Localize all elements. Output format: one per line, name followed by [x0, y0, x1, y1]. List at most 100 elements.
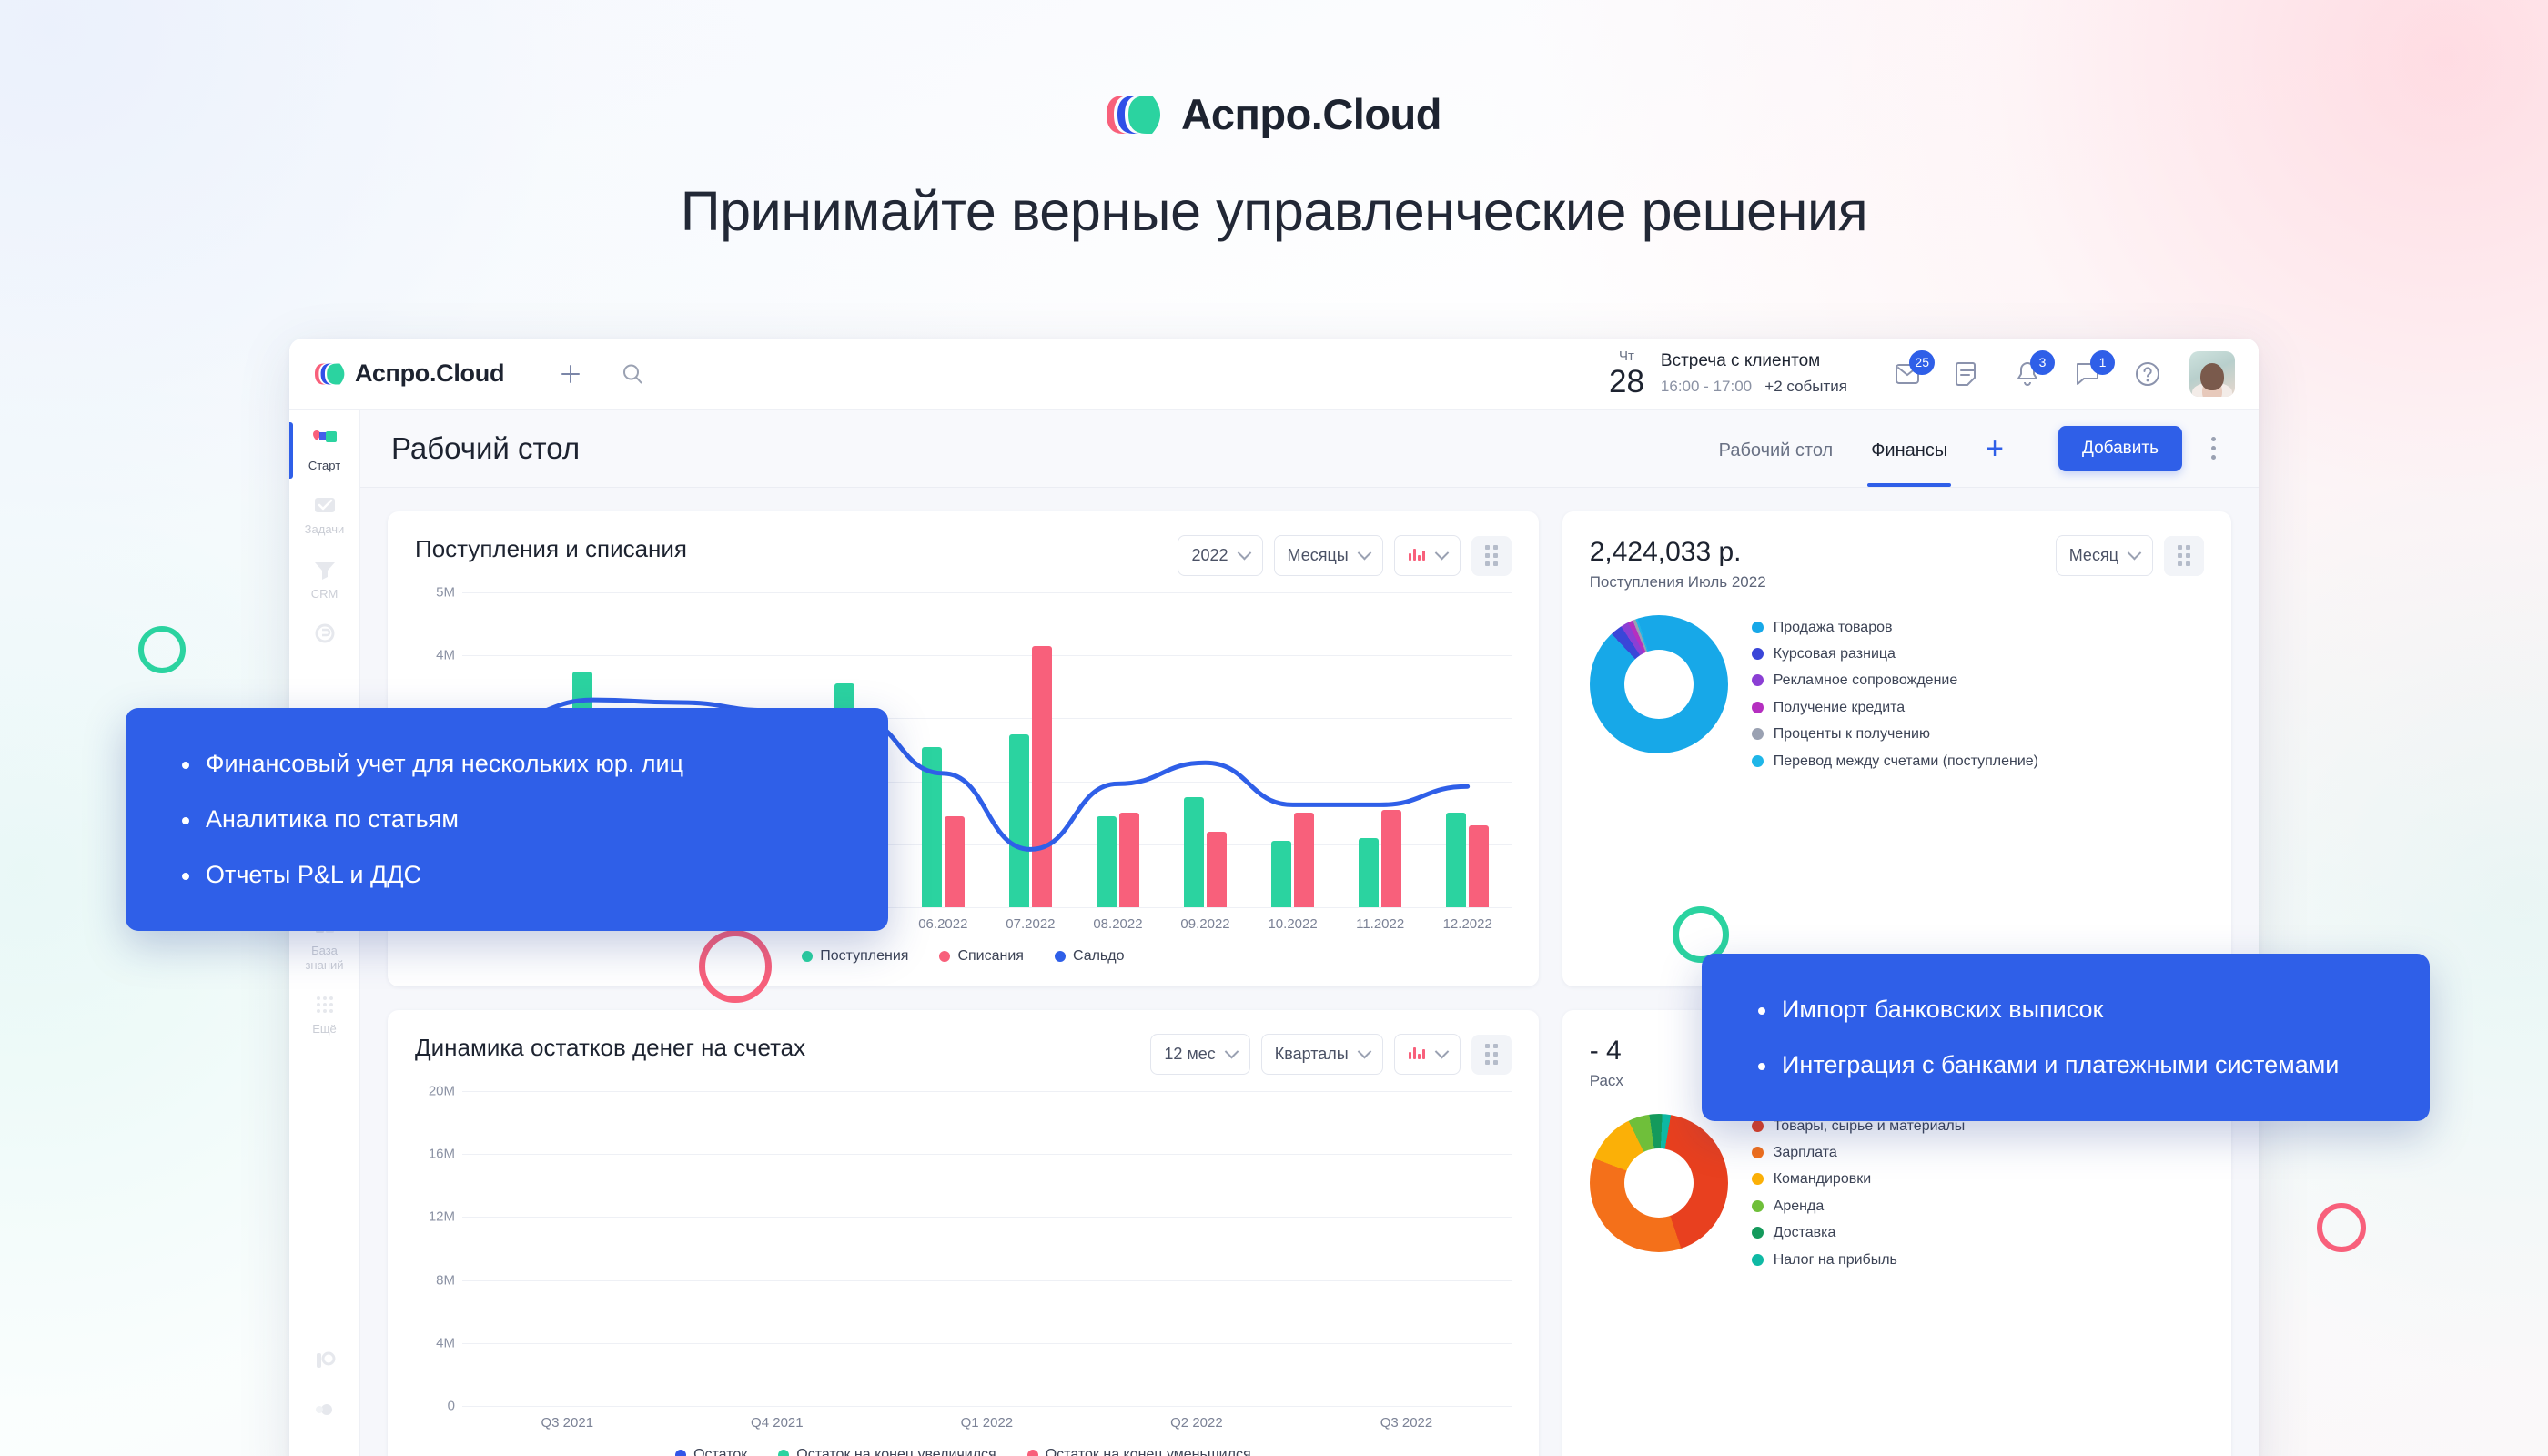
sidebar-item-profile[interactable] — [289, 1338, 359, 1387]
bar[interactable] — [1294, 813, 1315, 907]
notes-icon[interactable] — [1949, 356, 1986, 392]
bar-group[interactable] — [1074, 592, 1161, 907]
hero-section: Аспро.Cloud Принимайте верные управленче… — [0, 0, 2548, 243]
bar[interactable] — [944, 815, 965, 907]
legend-item[interactable]: Сальдо — [1054, 948, 1125, 965]
legend-item[interactable]: Перевод между счетами (поступление) — [1751, 753, 2038, 771]
sidebar-item-more[interactable]: Ещё — [289, 982, 359, 1046]
legend-item[interactable]: Продажа товаров — [1751, 619, 2038, 637]
bar-group[interactable] — [1162, 592, 1249, 907]
bar-group[interactable] — [986, 592, 1074, 907]
settings-icon — [293, 1398, 356, 1421]
bar[interactable] — [1271, 841, 1292, 907]
y-axis: 20M 16M 12M 8M 4M 0 — [415, 1084, 462, 1414]
legend-item[interactable]: Поступления — [802, 948, 908, 965]
y-tick-label: 12M — [428, 1208, 455, 1225]
sidebar-item-start[interactable]: Старт — [289, 419, 359, 482]
legend-item[interactable]: Получение кредита — [1751, 699, 2038, 717]
bar[interactable] — [1184, 796, 1205, 907]
range-select[interactable]: 12 мес — [1150, 1034, 1250, 1075]
legend-label: Налог на прибыль — [1773, 1251, 1897, 1268]
sidebar-item-money[interactable] — [289, 611, 359, 660]
bell-icon[interactable]: 3 — [2009, 349, 2055, 392]
chart-type-select[interactable] — [1393, 535, 1461, 576]
add-button[interactable]: Добавить — [2058, 425, 2182, 471]
period-select[interactable]: Месяц — [2055, 535, 2153, 576]
legend-swatch — [1054, 951, 1066, 962]
legend-item[interactable]: Аренда — [1751, 1198, 1966, 1216]
legend-item[interactable]: Командировки — [1751, 1170, 1966, 1188]
period-select[interactable]: Кварталы — [1260, 1034, 1383, 1075]
bar[interactable] — [1118, 813, 1139, 907]
legend-item[interactable]: Зарплата — [1751, 1144, 1966, 1162]
drag-handle-icon[interactable] — [2164, 535, 2204, 576]
add-tab-button[interactable]: + — [1986, 430, 2005, 466]
app-body: Старт Задачи CRM — [289, 410, 2259, 1456]
bar[interactable] — [1381, 809, 1402, 907]
drag-handle-icon[interactable] — [1471, 1034, 1512, 1075]
legend-item[interactable]: Остаток на конец уменьшился — [1026, 1447, 1251, 1456]
topbar-notification-icons: 25 3 1 — [1889, 349, 2166, 392]
legend-item[interactable]: Доставка — [1751, 1224, 1966, 1242]
legend-swatch — [1751, 674, 1764, 687]
bar-group[interactable] — [1092, 1091, 1302, 1406]
calendar-dow: Чт — [1619, 349, 1634, 364]
legend-item[interactable]: Рекламное сопровождение — [1751, 672, 2038, 690]
bar[interactable] — [1008, 733, 1029, 907]
drag-handle-icon[interactable] — [1471, 535, 1512, 576]
sidebar-item-settings[interactable] — [289, 1387, 359, 1436]
donut-row: Продажа товаров Курсовая разница Рекламное… — [1589, 614, 2204, 772]
more-options-icon[interactable] — [2200, 437, 2226, 460]
inbox-icon[interactable]: 25 — [1889, 349, 1935, 392]
card-balance-dynamics: Динамика остатков денег на счетах 12 мес… — [388, 1010, 1539, 1456]
chart-type-select[interactable] — [1393, 1034, 1461, 1075]
stacked-bar-series — [462, 1091, 1512, 1406]
sidebar-item-crm[interactable]: CRM — [289, 547, 359, 611]
y-tick-label: 20M — [428, 1083, 455, 1099]
legend-swatch — [1751, 647, 1764, 660]
period-select-value: Месяцы — [1287, 546, 1349, 564]
bar[interactable] — [1469, 825, 1490, 907]
bar[interactable] — [1096, 815, 1117, 907]
help-icon[interactable] — [2129, 356, 2166, 392]
calendar-widget[interactable]: Чт 28 Встреча с клиентом 16:00 - 17:00 +… — [1609, 349, 1847, 398]
bar-group[interactable] — [1424, 592, 1512, 907]
legend-item[interactable]: Остаток — [675, 1447, 747, 1456]
bar-group[interactable] — [899, 592, 986, 907]
bar[interactable] — [1207, 831, 1228, 907]
plot-area — [462, 1091, 1512, 1407]
legend-item[interactable]: Списания — [939, 948, 1024, 965]
period-select[interactable]: Месяцы — [1273, 535, 1383, 576]
bar[interactable] — [1359, 837, 1380, 907]
legend-item[interactable]: Налог на прибыль — [1751, 1251, 1966, 1269]
bar-group[interactable] — [882, 1091, 1092, 1406]
plus-icon[interactable] — [555, 359, 586, 389]
bar-group[interactable] — [462, 1091, 672, 1406]
income-donut-chart[interactable] — [1589, 614, 1728, 753]
tab-finances[interactable]: Финансы — [1867, 410, 1952, 487]
legend-item[interactable]: Товары, сырье и материалы — [1751, 1117, 1965, 1136]
bar-group[interactable] — [1301, 1091, 1512, 1406]
search-icon[interactable] — [617, 359, 648, 389]
calendar-event-more: +2 события — [1764, 377, 1847, 395]
legend-item[interactable]: Курсовая разница — [1751, 645, 2038, 663]
year-select[interactable]: 2022 — [1178, 535, 1263, 576]
legend-item[interactable]: Остаток на конец увеличился — [778, 1447, 996, 1456]
bar-group[interactable] — [672, 1091, 883, 1406]
chat-icon[interactable]: 1 — [2069, 349, 2115, 392]
bar[interactable] — [1446, 813, 1467, 907]
app-logo[interactable]: Аспро.Cloud — [315, 359, 504, 388]
bar[interactable] — [1031, 645, 1052, 907]
legend-item[interactable]: Проценты к получению — [1751, 725, 2038, 743]
tab-workdesk[interactable]: Рабочий стол — [1718, 440, 1834, 460]
chevron-down-icon — [1357, 545, 1371, 561]
bar-group[interactable] — [1337, 592, 1424, 907]
bar[interactable] — [921, 746, 942, 907]
avatar[interactable] — [2189, 350, 2235, 397]
tasks-icon — [293, 493, 356, 517]
bar-chart-icon — [1408, 1045, 1426, 1064]
bar-group[interactable] — [1249, 592, 1337, 907]
expense-donut-chart[interactable] — [1589, 1113, 1728, 1252]
brand-row: Аспро.Cloud — [0, 0, 2548, 139]
sidebar-item-tasks[interactable]: Задачи — [289, 482, 359, 546]
